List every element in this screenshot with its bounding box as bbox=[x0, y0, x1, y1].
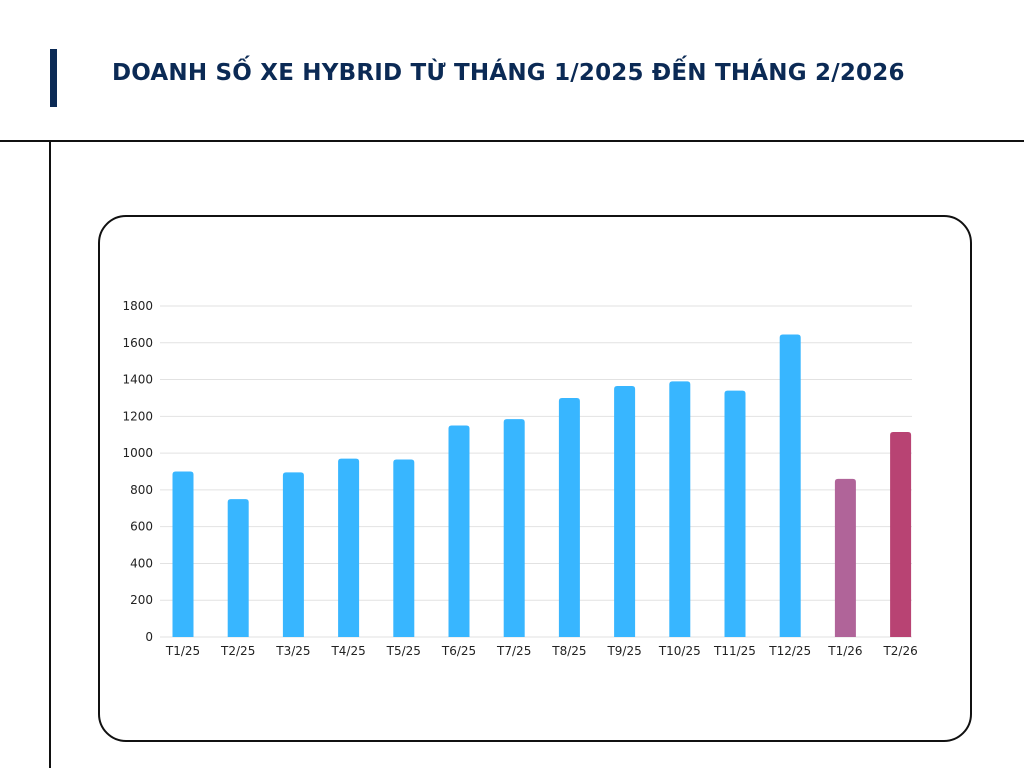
bar bbox=[172, 471, 194, 637]
y-tick-label: 1400 bbox=[122, 373, 153, 387]
bar bbox=[227, 499, 249, 637]
x-tick-label: T9/25 bbox=[606, 644, 641, 658]
bar bbox=[779, 334, 801, 637]
y-tick-label: 1600 bbox=[122, 336, 153, 350]
header-divider bbox=[0, 140, 1024, 142]
bar bbox=[338, 458, 360, 637]
x-tick-label: T2/26 bbox=[882, 644, 917, 658]
x-tick-label: T6/25 bbox=[441, 644, 476, 658]
x-tick-label: T1/25 bbox=[165, 644, 200, 658]
y-tick-label: 0 bbox=[145, 630, 153, 644]
x-tick-label: T8/25 bbox=[551, 644, 586, 658]
bar bbox=[448, 425, 470, 637]
y-tick-label: 800 bbox=[130, 483, 153, 497]
x-tick-label: T3/25 bbox=[275, 644, 310, 658]
y-tick-label: 1000 bbox=[122, 446, 153, 460]
x-tick-label: T5/25 bbox=[386, 644, 421, 658]
bar bbox=[890, 431, 912, 637]
y-tick-label: 1800 bbox=[122, 299, 153, 313]
bar bbox=[834, 478, 856, 637]
page-title: DOANH SỐ XE HYBRID TỪ THÁNG 1/2025 ĐẾN T… bbox=[112, 60, 905, 86]
y-tick-label: 1200 bbox=[122, 409, 153, 423]
bar bbox=[614, 385, 636, 637]
title-accent-bar bbox=[50, 49, 57, 107]
x-tick-label: T1/26 bbox=[827, 644, 862, 658]
bar bbox=[669, 381, 691, 637]
x-tick-label: T2/25 bbox=[220, 644, 255, 658]
x-tick-label: T4/25 bbox=[330, 644, 365, 658]
left-divider bbox=[49, 140, 51, 768]
y-tick-label: 400 bbox=[130, 556, 153, 570]
chart-card bbox=[98, 215, 972, 742]
x-tick-label: T10/25 bbox=[658, 644, 701, 658]
bar bbox=[724, 390, 746, 637]
y-tick-label: 600 bbox=[130, 520, 153, 534]
x-tick-label: T11/25 bbox=[713, 644, 756, 658]
bar bbox=[503, 419, 525, 637]
bar bbox=[558, 397, 580, 637]
y-tick-label: 200 bbox=[130, 593, 153, 607]
bar bbox=[282, 472, 304, 637]
x-tick-label: T12/25 bbox=[768, 644, 811, 658]
x-tick-label: T7/25 bbox=[496, 644, 531, 658]
bar bbox=[393, 459, 415, 637]
